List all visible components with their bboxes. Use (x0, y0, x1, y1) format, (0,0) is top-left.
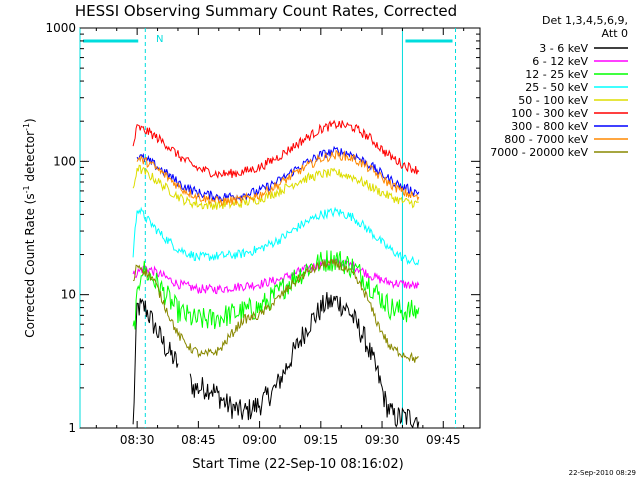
series-line-50to100kev (132, 164, 419, 210)
legend-label: 25 - 50 keV (525, 81, 588, 94)
legend-label: 800 - 7000 keV (504, 133, 588, 146)
series-layer (132, 119, 420, 429)
footer-timestamp: 22-Sep-2010 08:29 (569, 469, 636, 477)
annotation-layer (79, 28, 457, 428)
series-line-100to300kev (132, 119, 420, 179)
series-line-3to6kev (132, 292, 420, 429)
plot-frame (79, 27, 481, 429)
legend-header-line2: Att 0 (602, 27, 628, 40)
series-line-25to50kev (132, 206, 420, 266)
series-line-12to25kev (132, 250, 420, 330)
series-line-6to12kev (132, 257, 420, 295)
y-tick-label: 1 (68, 421, 76, 435)
plot-area: 08:30 08:45 09:00 09:15 09:30 09:45 1 10 100 1000… (45, 21, 481, 447)
x-tick-label: 09:30 (365, 433, 400, 447)
y-tick-label: 1000 (45, 21, 76, 35)
night-marker-label: N (156, 34, 163, 45)
x-tick-label: 09:15 (304, 433, 339, 447)
legend-label: 100 - 300 keV (511, 107, 588, 120)
chart-title: HESSI Observing Summary Count Rates, Cor… (75, 2, 457, 20)
legend-label: 7000 - 20000 keV (490, 146, 588, 159)
y-axis-label: Corrected Count Rate (s-1 detector-1) (22, 118, 37, 337)
series-line-800to7000kev (136, 149, 420, 206)
legend-label: 300 - 800 keV (511, 120, 588, 133)
x-tick-label: 09:00 (242, 433, 277, 447)
legend-label: 6 - 12 keV (532, 55, 588, 68)
legend-label: 12 - 25 keV (525, 68, 588, 81)
legend-label: 50 - 100 keV (518, 94, 588, 107)
x-axis-label: Start Time (22-Sep-10 08:16:02) (192, 457, 403, 472)
x-tick-label: 08:45 (181, 433, 216, 447)
series-line-7000to20000kev (132, 258, 419, 363)
y-tick-label: 10 (61, 288, 76, 302)
x-tick-label: 08:30 (120, 433, 155, 447)
legend-label: 3 - 6 keV (539, 42, 588, 55)
legend-header-line1: Det 1,3,4,5,6,9, (542, 14, 628, 27)
y-tick-label: 100 (53, 154, 76, 168)
ticks-layer: 08:30 08:45 09:00 09:15 09:30 09:45 1 10 100 1000 (45, 21, 480, 447)
x-tick-label: 09:45 (426, 433, 461, 447)
